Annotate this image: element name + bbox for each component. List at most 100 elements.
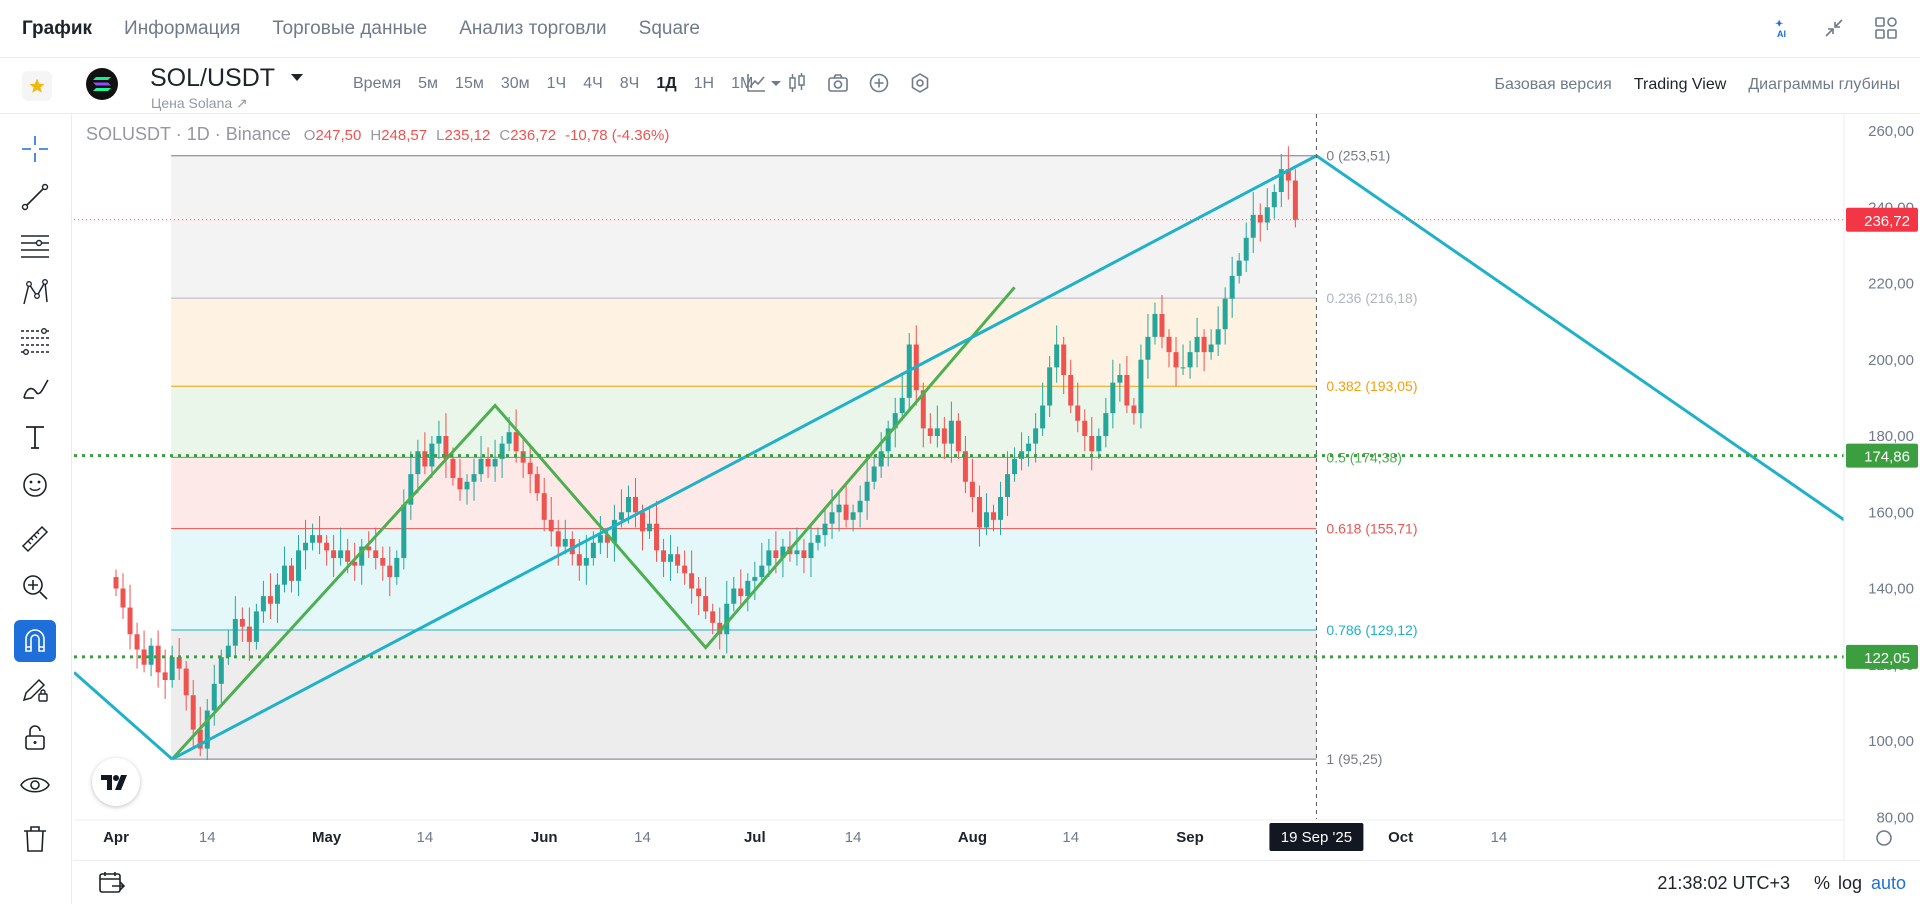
candle-body <box>359 546 365 566</box>
candle-body <box>548 519 554 532</box>
chevron-down-icon[interactable] <box>290 70 304 88</box>
percent-scale-toggle[interactable]: % <box>1813 873 1830 893</box>
tradingview-logo[interactable] <box>92 758 140 806</box>
candle-type-icon[interactable] <box>786 72 808 99</box>
candle-body <box>815 535 821 543</box>
unlock-icon[interactable] <box>14 716 56 758</box>
fib-retracement-icon[interactable] <box>14 320 56 362</box>
candle-body <box>1278 169 1284 192</box>
brush-icon[interactable] <box>14 368 56 410</box>
view-depth[interactable]: Диаграммы глубины <box>1748 76 1900 93</box>
candle-body <box>345 550 351 562</box>
fib-level-label: 0.236 (216,18) <box>1326 290 1417 306</box>
pattern-tool-icon[interactable] <box>14 272 56 314</box>
candle-body <box>969 481 975 497</box>
tab-chart[interactable]: График <box>22 17 93 39</box>
auto-scale-toggle[interactable]: auto <box>1870 873 1906 893</box>
interval-5m[interactable]: 5м <box>418 75 439 92</box>
view-switcher: Базовая версия Trading View Диаграммы гл… <box>1494 76 1900 94</box>
view-basic[interactable]: Базовая версия <box>1494 76 1612 93</box>
fib-level-label: 1 (95,25) <box>1326 751 1382 767</box>
interval-label: Время <box>353 75 402 92</box>
camera-icon[interactable] <box>827 72 849 99</box>
legend-h-label: H <box>370 127 382 144</box>
candle-body <box>836 504 842 513</box>
fib-zone <box>171 457 1317 529</box>
trash-icon[interactable] <box>14 818 56 860</box>
candle-body <box>1110 382 1116 414</box>
candle-body <box>506 432 512 444</box>
chart-area[interactable]: 0 (253,51) 0.236 (216,18) 0.382 (193,05) 0.… <box>73 86 1920 904</box>
candle-body <box>450 458 456 478</box>
legend-symbol: SOLUSDT · 1D · Binance <box>86 124 291 144</box>
y-tick-label: 80,00 <box>1876 809 1914 826</box>
interval-30m[interactable]: 30м <box>500 75 530 92</box>
solana-logo-icon <box>86 68 118 100</box>
zoom-in-icon[interactable] <box>14 566 56 608</box>
ruler-icon[interactable] <box>14 518 56 560</box>
legend-c-label: C <box>499 127 511 144</box>
candle-body <box>183 668 189 696</box>
candle-body <box>239 619 245 627</box>
interval-more-chevron-icon[interactable] <box>770 75 782 93</box>
tab-square[interactable]: Square <box>638 17 700 39</box>
log-scale-toggle[interactable]: log <box>1837 873 1862 893</box>
eye-visibility-icon[interactable] <box>14 764 56 806</box>
candle-body <box>429 443 435 467</box>
candle-body <box>1040 405 1046 429</box>
ai-icon[interactable]: AI <box>1768 14 1796 42</box>
candle-body <box>141 649 147 665</box>
horizontal-levels[interactable] <box>74 454 1844 659</box>
date-range-icon[interactable] <box>98 871 126 900</box>
trend-line-icon[interactable] <box>14 176 56 218</box>
last-price-label: 236,72 <box>1864 213 1910 230</box>
interval-15m[interactable]: 15м <box>455 75 484 92</box>
text-tool-icon[interactable] <box>14 416 56 458</box>
candle-body <box>808 542 814 558</box>
edit-lock-icon[interactable] <box>14 668 56 710</box>
x-tick-label: Jul <box>744 829 766 846</box>
view-tradingview[interactable]: Trading View <box>1633 76 1727 93</box>
interval-1h[interactable]: 1Ч <box>546 75 567 92</box>
candle-body <box>696 588 702 597</box>
candle-body <box>983 512 989 528</box>
tab-trading-data[interactable]: Торговые данные <box>272 17 428 39</box>
candle-body <box>443 436 449 459</box>
pair-title[interactable]: SOL/USDT <box>150 64 276 92</box>
price-axis[interactable]: 80,00100,00120,00140,00160,00180,00200,0… <box>1806 86 1920 860</box>
candle-body <box>1173 352 1179 368</box>
tv-logo-icon <box>101 775 127 790</box>
candle-body <box>1243 237 1249 261</box>
crosshair-icon[interactable] <box>14 128 56 170</box>
settings-gear-icon[interactable] <box>909 72 931 99</box>
magnet-icon[interactable] <box>14 620 56 662</box>
collapse-icon[interactable] <box>1820 14 1848 42</box>
emoji-icon[interactable] <box>14 464 56 506</box>
utc-clock[interactable]: 21:38:02 UTC+3 <box>1657 873 1790 893</box>
indicators-icon[interactable] <box>745 72 767 99</box>
candle-body <box>190 695 196 730</box>
interval-4h[interactable]: 4Ч <box>583 75 603 92</box>
candle-body <box>752 577 758 581</box>
add-circle-icon[interactable] <box>868 72 890 99</box>
candle-body <box>682 565 688 574</box>
favorite-star-icon[interactable] <box>22 71 52 101</box>
candle-body <box>731 588 737 604</box>
pair-subtitle-link[interactable]: Цена Solana ↗ <box>151 95 248 111</box>
layout-grid-icon[interactable] <box>1872 14 1900 42</box>
candle-body <box>457 477 463 490</box>
price-chart[interactable]: 0 (253,51) 0.236 (216,18) 0.382 (193,05) 0.… <box>73 86 1920 860</box>
time-axis[interactable]: Apr 14 May 14 Jun 14 Jul 14 Aug 14 Sep 19 Sep '25 Oc… <box>74 819 1892 851</box>
candle-body <box>899 397 905 414</box>
candle-body <box>246 626 252 642</box>
candle-body <box>864 481 870 501</box>
horizontal-lines-icon[interactable] <box>14 224 56 266</box>
candle-body <box>267 596 273 604</box>
interval-1d[interactable]: 1Д <box>656 75 677 92</box>
tab-info[interactable]: Информация <box>124 17 241 39</box>
interval-8h[interactable]: 8Ч <box>619 75 640 92</box>
interval-1w[interactable]: 1Н <box>693 75 715 92</box>
fib-level-label: 0 (253,51) <box>1326 148 1390 164</box>
tab-trading-analysis[interactable]: Анализ торговли <box>459 17 607 39</box>
fib-retracement[interactable]: 0 (253,51) 0.236 (216,18) 0.382 (193,05) 0.… <box>171 148 1417 767</box>
